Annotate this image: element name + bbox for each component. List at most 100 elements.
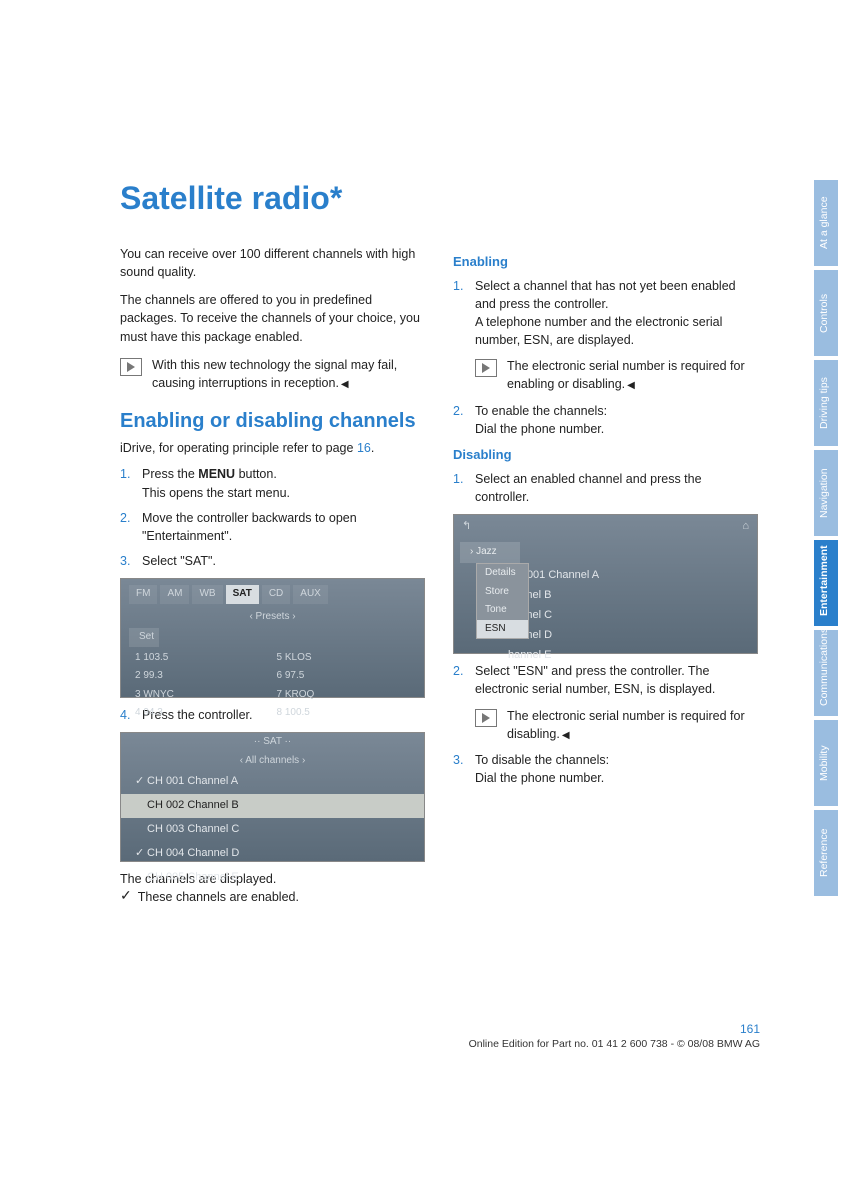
ch-label: CH 001 Channel A xyxy=(147,775,238,787)
step-num: 1. xyxy=(453,470,465,506)
subsection-enabling: Enabling xyxy=(453,253,758,272)
ch-label: CH 005 Channel E xyxy=(147,871,239,883)
section-enabling-disabling: Enabling or disabling channels xyxy=(120,410,425,433)
menu-label: MENU xyxy=(198,467,235,481)
enabling-step2: To enable the channels: Dial the phone n… xyxy=(475,402,758,438)
note-icon xyxy=(120,358,142,376)
step-num: 1. xyxy=(453,277,465,350)
step-num: 3. xyxy=(453,751,465,787)
footer-text: Online Edition for Part no. 01 41 2 600 … xyxy=(469,1038,760,1050)
shot-tab: CD xyxy=(262,585,290,604)
shot-sat-hdr: ·· SAT ·· xyxy=(121,733,424,752)
check-icon: ✓ xyxy=(120,888,132,902)
intro-p1: You can receive over 100 different chann… xyxy=(120,245,425,281)
tab-entertainment[interactable]: Entertainment xyxy=(814,540,838,626)
back-icon: ↰ xyxy=(462,519,471,535)
screenshot-channel-list: ·· SAT ·· ‹ All channels › ✓CH 001 Chann… xyxy=(120,732,425,862)
left-column: You can receive over 100 different chann… xyxy=(120,245,425,906)
menu-item: Details xyxy=(477,564,528,583)
page-ref-link[interactable]: 16 xyxy=(357,441,371,455)
step-3: Select "SAT". xyxy=(142,552,425,570)
home-icon: ⌂ xyxy=(742,519,749,535)
step-num: 1. xyxy=(120,465,132,501)
screenshot-esn-menu: ↰ ⌂ › Jazz CH 001 Channel A hannel B han… xyxy=(453,514,758,654)
context-menu: Details Store Tone ESN xyxy=(476,563,529,639)
right-column: Enabling 1. Select a channel that has no… xyxy=(453,245,758,906)
enabling-note: The electronic serial number is required… xyxy=(507,357,758,394)
tab-reference[interactable]: Reference xyxy=(814,810,838,896)
page-footer: 161 Online Edition for Part no. 01 41 2 … xyxy=(120,1022,760,1050)
menu-item: Store xyxy=(477,583,528,602)
shot-cell: 2 99.3 xyxy=(131,667,273,686)
idrive-suffix: . xyxy=(371,441,374,455)
step-num: 3. xyxy=(120,552,132,570)
subsection-disabling: Disabling xyxy=(453,446,758,465)
shot-cell: 3 WNYC xyxy=(131,686,273,705)
intro-p2: The channels are offered to you in prede… xyxy=(120,291,425,345)
d3b: Dial the phone number. xyxy=(475,771,604,785)
shot-tab: FM xyxy=(129,585,157,604)
shot-set-label: Set xyxy=(129,628,159,647)
check-icon: ✓ xyxy=(135,846,147,862)
shot-category: › Jazz xyxy=(460,542,520,563)
tab-mobility[interactable]: Mobility xyxy=(814,720,838,806)
intro-note: With this new technology the signal may … xyxy=(152,356,425,393)
e2a: To enable the channels: xyxy=(475,404,607,418)
page-number: 161 xyxy=(120,1022,760,1036)
shot-cell: 7 KROQ xyxy=(273,686,415,705)
shot-cell: 8 100.5 xyxy=(273,704,415,723)
ch-label: CH 004 Channel D xyxy=(147,847,239,859)
e1a: Select a channel that has not yet been e… xyxy=(475,279,736,311)
step-2: Move the controller backwards to open "E… xyxy=(142,509,425,545)
list-item: ✓CH 004 Channel D xyxy=(121,842,424,866)
shot-tab: AUX xyxy=(293,585,328,604)
tab-communications[interactable]: Communications xyxy=(814,630,838,716)
step-num: 2. xyxy=(120,509,132,545)
step1c: This opens the start menu. xyxy=(142,486,290,500)
list-item: ✓CH 001 Channel A xyxy=(121,770,424,794)
list-item: hannel B xyxy=(494,586,757,606)
shot-tab-active: SAT xyxy=(226,585,259,604)
shot-presets-hdr: ‹ Presets › xyxy=(121,608,424,627)
disabling-step2: Select "ESN" and press the controller. T… xyxy=(475,662,758,698)
tab-controls[interactable]: Controls xyxy=(814,270,838,356)
shot-cell: 4 94.3 xyxy=(131,704,273,723)
note-icon xyxy=(475,359,497,377)
tab-at-a-glance[interactable]: At a glance xyxy=(814,180,838,266)
shot-cell: 1 103.5 xyxy=(131,649,273,668)
idrive-ref: iDrive, for operating principle refer to… xyxy=(120,439,425,457)
list-item: hannel C xyxy=(494,606,757,626)
shot-cell: 6 97.5 xyxy=(273,667,415,686)
shot-tab: AM xyxy=(160,585,189,604)
list-item: CH 003 Channel C xyxy=(121,818,424,842)
list-item: CH 001 Channel A xyxy=(494,566,757,586)
disabling-step1: Select an enabled channel and press the … xyxy=(475,470,758,506)
menu-item-selected: ESN xyxy=(477,620,528,639)
list-item: hannel E xyxy=(494,646,757,666)
step-num: 2. xyxy=(453,662,465,698)
enabled-note: These channels are enabled. xyxy=(138,888,299,906)
tab-navigation[interactable]: Navigation xyxy=(814,450,838,536)
idrive-prefix: iDrive, for operating principle refer to… xyxy=(120,441,357,455)
step1a: Press the xyxy=(142,467,198,481)
shot-cell: 5 KLOS xyxy=(273,649,415,668)
tab-driving-tips[interactable]: Driving tips xyxy=(814,360,838,446)
ch-label: CH 003 Channel C xyxy=(147,823,239,835)
enabling-step1: Select a channel that has not yet been e… xyxy=(475,277,758,350)
note-icon xyxy=(475,709,497,727)
step-num: 2. xyxy=(453,402,465,438)
menu-item: Tone xyxy=(477,601,528,620)
list-item-selected: CH 002 Channel B xyxy=(121,794,424,818)
shot-tab: WB xyxy=(192,585,222,604)
page-title: Satellite radio* xyxy=(120,180,760,217)
disabling-note: The electronic serial number is required… xyxy=(507,707,758,744)
list-item: CH 005 Channel E xyxy=(121,866,424,890)
list-item: hannel D xyxy=(494,626,757,646)
check-icon: ✓ xyxy=(135,774,147,790)
step-1: Press the MENU button. This opens the st… xyxy=(142,465,425,501)
e2b: Dial the phone number. xyxy=(475,422,604,436)
d3a: To disable the channels: xyxy=(475,753,609,767)
shot-allch-hdr: ‹ All channels › xyxy=(121,752,424,771)
disabling-step3: To disable the channels: Dial the phone … xyxy=(475,751,758,787)
ch-label: CH 002 Channel B xyxy=(147,799,239,811)
